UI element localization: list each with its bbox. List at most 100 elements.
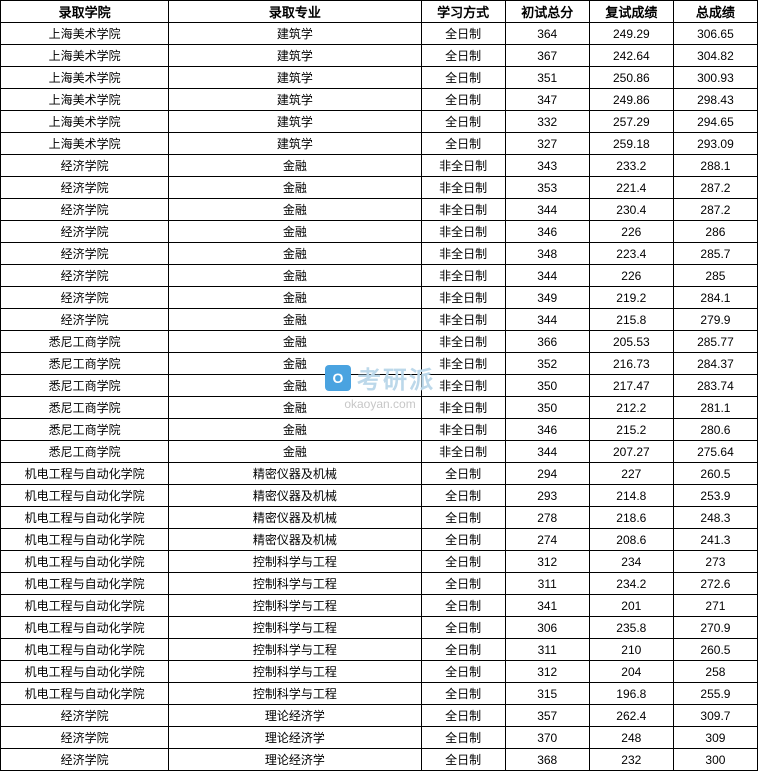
table-cell: 260.5 xyxy=(673,463,757,485)
table-cell: 346 xyxy=(505,221,589,243)
table-cell: 284.37 xyxy=(673,353,757,375)
table-row: 机电工程与自动化学院控制科学与工程全日制312234273 xyxy=(1,551,758,573)
table-cell: 悉尼工商学院 xyxy=(1,353,169,375)
table-cell: 283.74 xyxy=(673,375,757,397)
table-cell: 293.09 xyxy=(673,133,757,155)
table-cell: 285.77 xyxy=(673,331,757,353)
table-cell: 悉尼工商学院 xyxy=(1,397,169,419)
table-cell: 280.6 xyxy=(673,419,757,441)
table-row: 机电工程与自动化学院控制科学与工程全日制341201271 xyxy=(1,595,758,617)
table-cell: 230.4 xyxy=(589,199,673,221)
table-cell: 经济学院 xyxy=(1,177,169,199)
table-cell: 332 xyxy=(505,111,589,133)
table-row: 上海美术学院建筑学全日制347249.86298.43 xyxy=(1,89,758,111)
table-cell: 非全日制 xyxy=(421,375,505,397)
table-row: 悉尼工商学院金融非全日制366205.53285.77 xyxy=(1,331,758,353)
table-row: 悉尼工商学院金融非全日制346215.2280.6 xyxy=(1,419,758,441)
table-row: 悉尼工商学院金融非全日制352216.73284.37 xyxy=(1,353,758,375)
table-cell: 304.82 xyxy=(673,45,757,67)
table-cell: 建筑学 xyxy=(169,133,421,155)
table-cell: 机电工程与自动化学院 xyxy=(1,661,169,683)
table-row: 经济学院金融非全日制344226285 xyxy=(1,265,758,287)
table-cell: 368 xyxy=(505,749,589,771)
table-cell: 全日制 xyxy=(421,617,505,639)
table-cell: 234.2 xyxy=(589,573,673,595)
table-cell: 347 xyxy=(505,89,589,111)
table-cell: 300.93 xyxy=(673,67,757,89)
table-cell: 207.27 xyxy=(589,441,673,463)
table-cell: 金融 xyxy=(169,265,421,287)
table-cell: 312 xyxy=(505,661,589,683)
table-row: 机电工程与自动化学院精密仪器及机械全日制294227260.5 xyxy=(1,463,758,485)
table-cell: 机电工程与自动化学院 xyxy=(1,617,169,639)
table-cell: 311 xyxy=(505,573,589,595)
col-header-total: 总成绩 xyxy=(673,1,757,23)
table-cell: 金融 xyxy=(169,243,421,265)
table-cell: 232 xyxy=(589,749,673,771)
table-cell: 248.3 xyxy=(673,507,757,529)
table-cell: 建筑学 xyxy=(169,111,421,133)
table-row: 经济学院金融非全日制349219.2284.1 xyxy=(1,287,758,309)
table-cell: 非全日制 xyxy=(421,353,505,375)
table-cell: 293 xyxy=(505,485,589,507)
table-cell: 上海美术学院 xyxy=(1,133,169,155)
table-cell: 315 xyxy=(505,683,589,705)
table-cell: 金融 xyxy=(169,309,421,331)
table-cell: 273 xyxy=(673,551,757,573)
table-cell: 经济学院 xyxy=(1,749,169,771)
table-row: 上海美术学院建筑学全日制367242.64304.82 xyxy=(1,45,758,67)
table-row: 上海美术学院建筑学全日制364249.29306.65 xyxy=(1,23,758,45)
table-cell: 272.6 xyxy=(673,573,757,595)
table-cell: 221.4 xyxy=(589,177,673,199)
table-cell: 233.2 xyxy=(589,155,673,177)
table-cell: 全日制 xyxy=(421,705,505,727)
table-cell: 357 xyxy=(505,705,589,727)
table-cell: 非全日制 xyxy=(421,177,505,199)
table-cell: 346 xyxy=(505,419,589,441)
table-cell: 机电工程与自动化学院 xyxy=(1,595,169,617)
table-cell: 281.1 xyxy=(673,397,757,419)
table-cell: 279.9 xyxy=(673,309,757,331)
table-row: 上海美术学院建筑学全日制351250.86300.93 xyxy=(1,67,758,89)
table-cell: 219.2 xyxy=(589,287,673,309)
table-cell: 非全日制 xyxy=(421,419,505,441)
table-cell: 253.9 xyxy=(673,485,757,507)
table-cell: 金融 xyxy=(169,419,421,441)
table-row: 经济学院金融非全日制343233.2288.1 xyxy=(1,155,758,177)
table-cell: 201 xyxy=(589,595,673,617)
table-row: 经济学院理论经济学全日制357262.4309.7 xyxy=(1,705,758,727)
table-cell: 金融 xyxy=(169,199,421,221)
table-cell: 精密仪器及机械 xyxy=(169,485,421,507)
table-row: 经济学院金融非全日制348223.4285.7 xyxy=(1,243,758,265)
table-cell: 非全日制 xyxy=(421,265,505,287)
table-cell: 金融 xyxy=(169,221,421,243)
table-cell: 全日制 xyxy=(421,67,505,89)
table-cell: 建筑学 xyxy=(169,23,421,45)
admission-table: 录取学院 录取专业 学习方式 初试总分 复试成绩 总成绩 上海美术学院建筑学全日… xyxy=(0,0,758,771)
table-cell: 364 xyxy=(505,23,589,45)
table-cell: 经济学院 xyxy=(1,705,169,727)
table-cell: 全日制 xyxy=(421,529,505,551)
table-cell: 全日制 xyxy=(421,111,505,133)
table-cell: 205.53 xyxy=(589,331,673,353)
table-cell: 上海美术学院 xyxy=(1,67,169,89)
table-cell: 306.65 xyxy=(673,23,757,45)
table-cell: 234 xyxy=(589,551,673,573)
table-cell: 全日制 xyxy=(421,683,505,705)
table-cell: 机电工程与自动化学院 xyxy=(1,529,169,551)
table-cell: 金融 xyxy=(169,177,421,199)
table-cell: 286 xyxy=(673,221,757,243)
table-cell: 216.73 xyxy=(589,353,673,375)
table-cell: 250.86 xyxy=(589,67,673,89)
table-body: 上海美术学院建筑学全日制364249.29306.65上海美术学院建筑学全日制3… xyxy=(1,23,758,771)
table-cell: 270.9 xyxy=(673,617,757,639)
table-row: 经济学院金融非全日制344230.4287.2 xyxy=(1,199,758,221)
table-cell: 242.64 xyxy=(589,45,673,67)
table-cell: 235.8 xyxy=(589,617,673,639)
table-cell: 204 xyxy=(589,661,673,683)
table-row: 经济学院理论经济学全日制368232300 xyxy=(1,749,758,771)
table-row: 机电工程与自动化学院精密仪器及机械全日制274208.6241.3 xyxy=(1,529,758,551)
table-cell: 312 xyxy=(505,551,589,573)
table-cell: 全日制 xyxy=(421,661,505,683)
table-cell: 287.2 xyxy=(673,177,757,199)
